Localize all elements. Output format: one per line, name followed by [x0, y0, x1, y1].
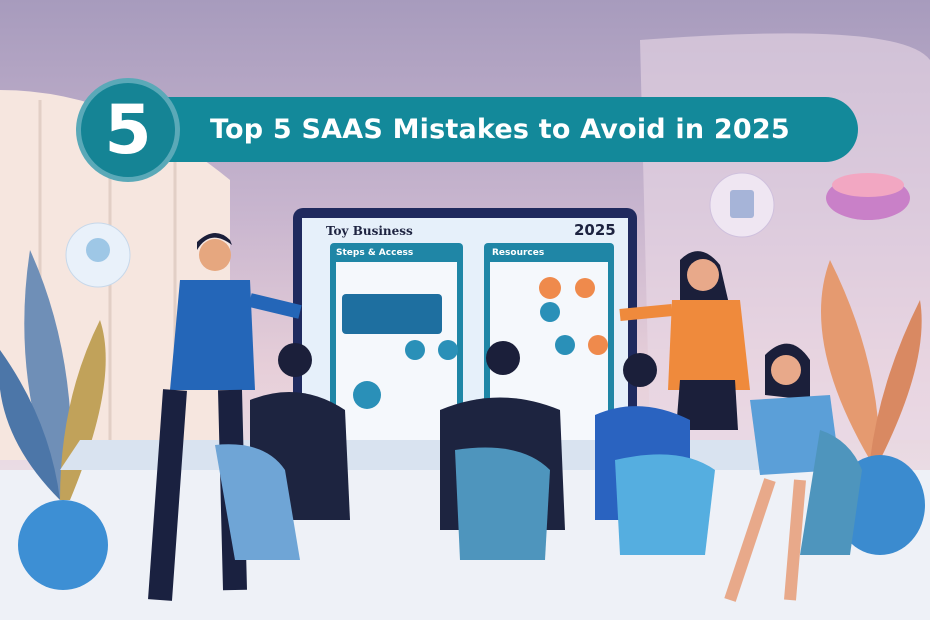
left-panel-title: Steps & Access	[336, 248, 414, 258]
screen-year: 2025	[574, 221, 616, 239]
plant-left	[0, 250, 108, 590]
presenter-woman	[619, 251, 750, 430]
banner-title: Top 5 SAAS Mistakes to Avoid in 2025	[210, 114, 790, 145]
chairs	[215, 430, 862, 560]
number-badge: 5	[76, 78, 180, 182]
screen-title: Toy Business	[326, 224, 413, 238]
right-panel-title: Resources	[492, 248, 545, 258]
presenter-man	[148, 232, 302, 601]
title-banner	[165, 97, 858, 162]
